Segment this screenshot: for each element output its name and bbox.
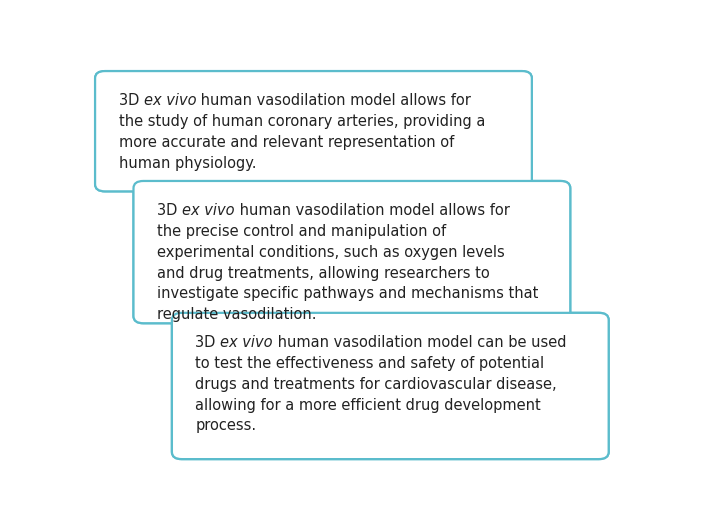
Text: ex vivo: ex vivo (182, 203, 235, 218)
Text: 3D: 3D (157, 203, 182, 218)
FancyBboxPatch shape (134, 181, 570, 323)
Text: the study of human coronary arteries, providing a: the study of human coronary arteries, pr… (119, 114, 485, 129)
Text: the precise control and manipulation of: the precise control and manipulation of (157, 224, 446, 239)
FancyBboxPatch shape (172, 313, 609, 459)
Polygon shape (482, 302, 545, 324)
FancyBboxPatch shape (95, 71, 532, 192)
Text: to test the effectiveness and safety of potential: to test the effectiveness and safety of … (195, 356, 544, 371)
FancyBboxPatch shape (172, 313, 609, 459)
Text: ex vivo: ex vivo (220, 335, 273, 350)
Text: drugs and treatments for cardiovascular disease,: drugs and treatments for cardiovascular … (195, 377, 557, 392)
Text: 3D: 3D (119, 93, 144, 108)
FancyBboxPatch shape (95, 71, 532, 192)
Text: human vasodilation model allows for: human vasodilation model allows for (196, 93, 472, 108)
Text: human vasodilation model allows for: human vasodilation model allows for (235, 203, 510, 218)
Text: experimental conditions, such as oxygen levels: experimental conditions, such as oxygen … (157, 245, 505, 260)
Text: more accurate and relevant representation of: more accurate and relevant representatio… (119, 135, 454, 150)
Text: human physiology.: human physiology. (119, 156, 256, 171)
Text: 3D: 3D (195, 335, 220, 350)
Text: investigate specific pathways and mechanisms that: investigate specific pathways and mechan… (157, 286, 539, 302)
Text: ex vivo: ex vivo (144, 93, 196, 108)
Text: human vasodilation model can be used: human vasodilation model can be used (273, 335, 566, 350)
Text: allowing for a more efficient drug development: allowing for a more efficient drug devel… (195, 398, 541, 413)
Text: regulate vasodilation.: regulate vasodilation. (157, 307, 316, 322)
FancyBboxPatch shape (134, 181, 570, 323)
Text: and drug treatments, allowing researchers to: and drug treatments, allowing researcher… (157, 266, 490, 281)
Polygon shape (444, 170, 507, 192)
Text: process.: process. (195, 418, 256, 433)
